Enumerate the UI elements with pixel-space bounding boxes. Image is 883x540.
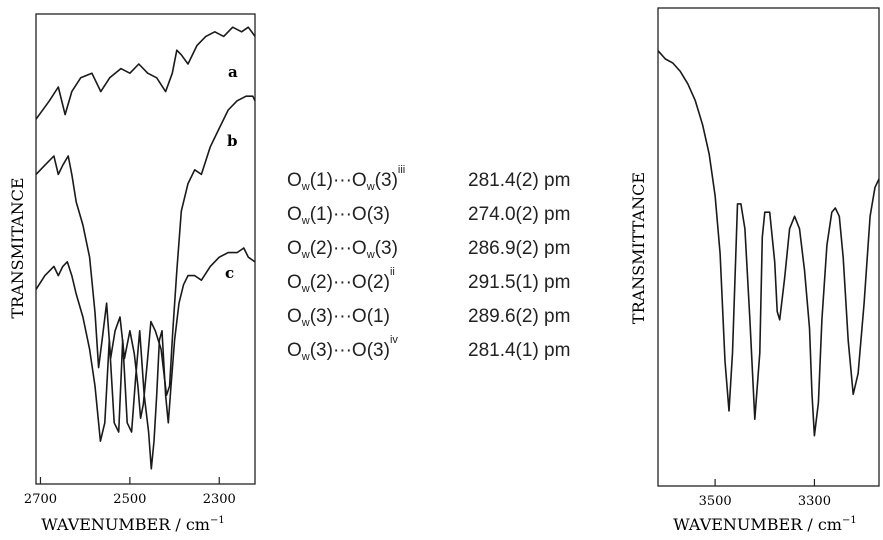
symmetry-superscript: iii: [398, 164, 405, 176]
atom-label-part: (1)···O: [310, 170, 367, 191]
right-x-axis: 3500 3300: [699, 479, 831, 509]
spectrum-trace-a: [35, 26, 256, 120]
table-row-label: Ow(1)···O(3): [287, 204, 390, 227]
right-chart: 3500 3300 TRANSMITTANCE WAVENUMBER / cm−1: [629, 7, 880, 534]
subscript-w: w: [366, 249, 375, 261]
left-chart: 2700 2500 2300 a b c TRANSMITANCE WAVENUMB…: [8, 13, 256, 534]
left-x-axis-label: WAVENUMBER / cm−1: [41, 515, 224, 534]
atom-label-part: (2)···O: [310, 238, 367, 259]
right-y-axis-label: TRANSMITTANCE: [629, 172, 648, 324]
table-row-distance: 274.0(2) pm: [468, 204, 570, 225]
atom-label-part: O: [287, 204, 302, 225]
subscript-w: w: [301, 181, 310, 193]
left-x-axis-label-text: WAVENUMBER / cm: [41, 515, 210, 534]
subscript-w: w: [301, 283, 310, 295]
left-traces: [35, 26, 256, 470]
x-tick-label: 3500: [699, 494, 732, 509]
atom-label-part: O: [287, 238, 302, 259]
subscript-w: w: [301, 317, 310, 329]
trace-label-c: c: [225, 264, 234, 282]
trace-label-a: a: [228, 63, 238, 81]
table-row-label: Ow(3)···O(3)iv: [287, 334, 398, 363]
table-row-distance: 286.9(2) pm: [468, 238, 570, 259]
left-x-axis-label-exponent: −1: [210, 515, 225, 526]
symmetry-superscript: ii: [390, 266, 395, 278]
x-tick-label: 3300: [798, 494, 831, 509]
table-row-label: Ow(2)···O(2)ii: [287, 266, 395, 295]
left-y-axis-label: TRANSMITANCE: [8, 177, 27, 318]
atom-label-part: (3): [375, 238, 398, 259]
right-x-axis-label-exponent: −1: [842, 515, 857, 526]
right-plot-frame: [657, 7, 880, 487]
x-tick-label: 2300: [203, 492, 236, 507]
x-tick-label: 2700: [24, 492, 57, 507]
right-x-axis-label: WAVENUMBER / cm−1: [673, 515, 856, 534]
table-row-distance: 281.4(1) pm: [468, 340, 570, 361]
atom-label-part: (2)···O(2): [310, 272, 390, 293]
atom-label-part: (3)···O(3): [310, 340, 390, 361]
left-x-axis: 2700 2500 2300: [24, 477, 236, 507]
atom-label-part: (3): [375, 170, 398, 191]
subscript-w: w: [366, 181, 375, 193]
atom-label-part: (3)···O(1): [310, 306, 390, 327]
trace-label-b: b: [227, 132, 238, 150]
spectrum-trace-1: [657, 50, 880, 437]
x-tick-label: 2500: [113, 492, 146, 507]
spectrum-trace-c: [35, 247, 256, 470]
table-row-distance: 291.5(1) pm: [468, 272, 570, 293]
subscript-w: w: [301, 249, 310, 261]
left-plot-frame: [35, 13, 256, 485]
right-x-axis-label-text: WAVENUMBER / cm: [673, 515, 842, 534]
table-row-label: Ow(2)···Ow(3): [287, 238, 398, 261]
symmetry-superscript: iv: [390, 334, 398, 346]
atom-label-part: O: [287, 170, 302, 191]
atom-label-part: O: [287, 272, 302, 293]
table-row-distance: 289.6(2) pm: [468, 306, 570, 327]
spectrum-trace-b: [35, 95, 256, 420]
table-row-distance: 281.4(2) pm: [468, 170, 570, 191]
right-traces: [657, 50, 880, 437]
table-row-label: Ow(1)···Ow(3)iii: [287, 164, 405, 193]
subscript-w: w: [301, 351, 310, 363]
subscript-w: w: [301, 215, 310, 227]
atom-label-part: O: [287, 340, 302, 361]
table-row-label: Ow(3)···O(1): [287, 306, 390, 329]
atom-label-part: O: [287, 306, 302, 327]
atom-label-part: (1)···O(3): [310, 204, 390, 225]
